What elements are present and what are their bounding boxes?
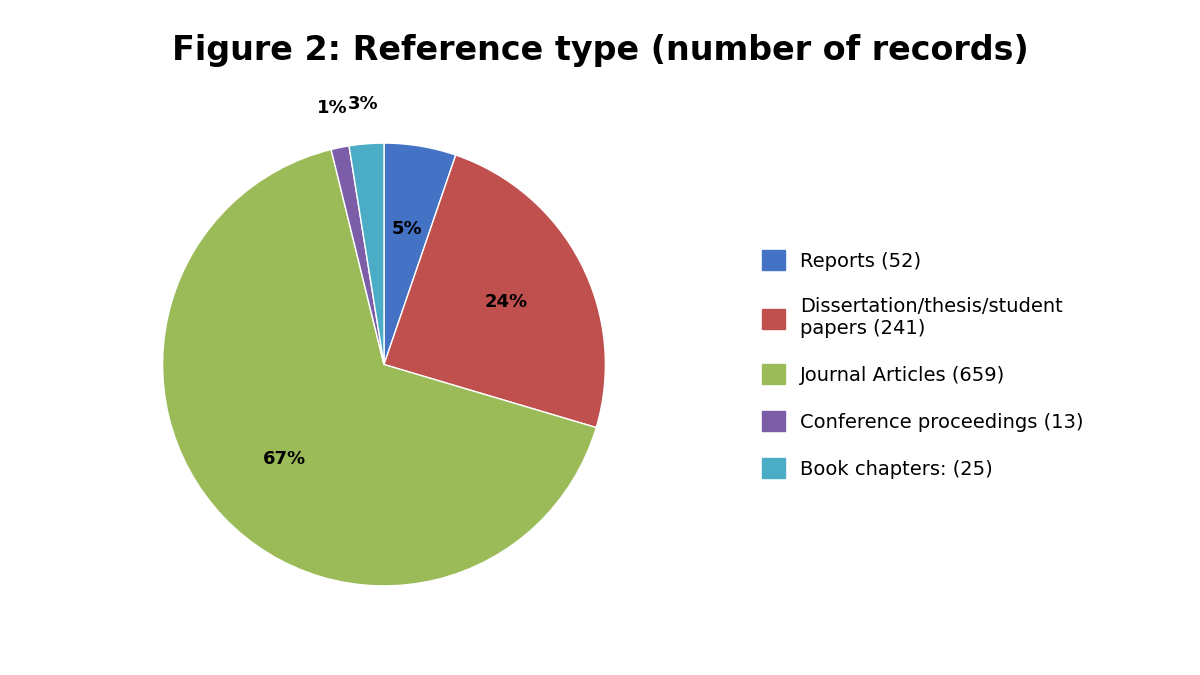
Text: 1%: 1%: [317, 99, 348, 117]
Text: 3%: 3%: [348, 95, 379, 113]
Wedge shape: [384, 143, 456, 364]
Wedge shape: [163, 149, 596, 586]
Wedge shape: [331, 146, 384, 365]
Wedge shape: [349, 143, 384, 364]
Text: Figure 2: Reference type (number of records): Figure 2: Reference type (number of reco…: [172, 34, 1028, 67]
Legend: Reports (52), Dissertation/thesis/student
papers (241), Journal Articles (659), : Reports (52), Dissertation/thesis/studen…: [754, 243, 1092, 486]
Text: 24%: 24%: [485, 292, 528, 310]
Wedge shape: [384, 155, 605, 427]
Text: 67%: 67%: [263, 450, 306, 468]
Text: 5%: 5%: [391, 220, 422, 238]
